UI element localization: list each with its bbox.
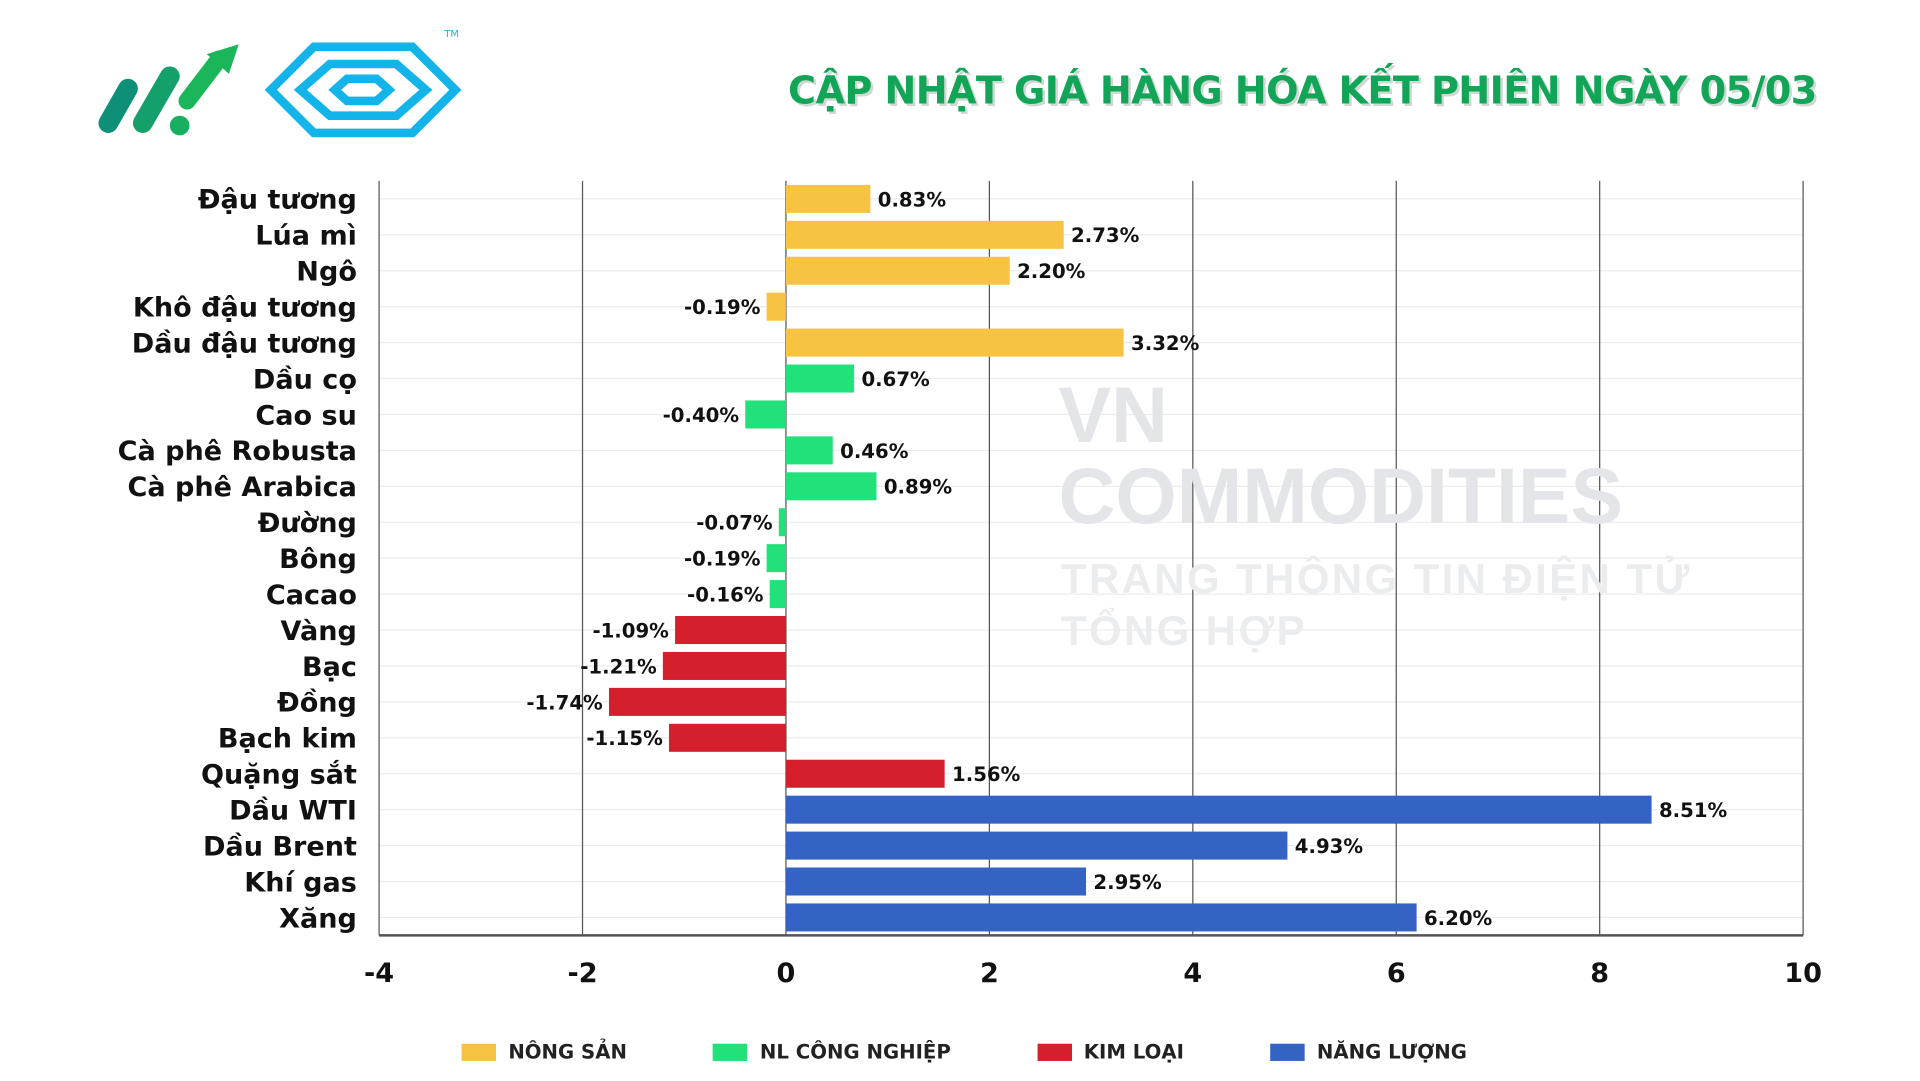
bar: [785, 831, 1288, 860]
data-label: 0.46%: [840, 440, 909, 463]
category-label: Đường: [258, 508, 357, 539]
category-label: Xăng: [279, 903, 357, 934]
data-label: -0.40%: [663, 404, 740, 427]
page-title: CẬP NHẬT GIÁ HÀNG HÓA KẾT PHIÊN NGÀY 05/…: [788, 68, 1817, 114]
category-label: Đậu tương: [198, 185, 357, 216]
data-label: 6.20%: [1424, 907, 1493, 930]
legend-item: NL CÔNG NGHIỆP: [713, 1040, 951, 1063]
logo-bars-icon: [98, 44, 239, 136]
data-label: -1.15%: [586, 727, 663, 750]
data-label: 0.89%: [884, 476, 953, 499]
logo-mark-icon: [264, 42, 462, 138]
category-label: Dầu WTI: [229, 796, 357, 827]
legend-swatch: [1270, 1043, 1305, 1061]
bar: [785, 795, 1652, 824]
bar: [785, 328, 1124, 357]
bar: [785, 903, 1417, 932]
data-label: 3.32%: [1131, 332, 1200, 355]
legend-label: NL CÔNG NGHIỆP: [759, 1040, 951, 1064]
data-label: -0.19%: [684, 548, 761, 571]
x-tick-label: 4: [1183, 958, 1202, 989]
logo: TM: [98, 29, 462, 138]
bar: [608, 687, 786, 716]
x-tick-label: 10: [1784, 958, 1822, 989]
bar: [766, 292, 786, 321]
bar: [785, 184, 871, 213]
legend-label: NÔNG SẢN: [508, 1040, 627, 1064]
legend-label: KIM LOẠI: [1083, 1040, 1184, 1064]
category-label: Cacao: [266, 580, 357, 611]
legend: NÔNG SẢN NL CÔNG NGHIỆP KIM LOẠI NĂNG LƯ…: [461, 1040, 1467, 1064]
trademark: TM: [443, 29, 458, 40]
bar: [785, 364, 855, 393]
data-label: -1.09%: [592, 619, 669, 642]
data-label: -1.74%: [526, 691, 603, 714]
category-label: Khí gas: [244, 867, 357, 898]
x-tick-label: 6: [1387, 958, 1406, 989]
data-label: -0.19%: [684, 296, 761, 319]
bar: [785, 256, 1010, 285]
bar: [769, 580, 786, 609]
x-tick-label: 2: [980, 958, 999, 989]
legend-swatch: [713, 1043, 748, 1061]
data-label: 2.73%: [1071, 224, 1140, 247]
bar: [675, 616, 786, 645]
x-tick-label: 8: [1590, 958, 1609, 989]
watermark-subtext: TRANG THÔNG TIN ĐIỆN TỬ TỔNG HỢP: [1060, 556, 1692, 655]
category-label: Cao su: [255, 400, 357, 431]
data-label: 0.83%: [878, 188, 947, 211]
bar: [785, 867, 1087, 896]
category-label: Lúa mì: [255, 221, 357, 252]
bar: [785, 759, 945, 788]
x-tick-label: -4: [364, 958, 394, 989]
category-label: Ngô: [296, 257, 357, 288]
data-label: -1.21%: [580, 655, 657, 678]
legend-item: NÔNG SẢN: [461, 1040, 627, 1064]
legend-item: NĂNG LƯỢNG: [1270, 1040, 1467, 1063]
data-label: 4.93%: [1295, 835, 1364, 858]
legend-swatch: [1036, 1043, 1072, 1061]
bar: [668, 723, 786, 752]
legend-swatch: [461, 1043, 497, 1061]
watermark-text: VN COMMODITIES: [1058, 370, 1624, 541]
bar: [662, 651, 786, 680]
bar: [745, 400, 786, 429]
category-label: Khô đậu tương: [133, 293, 357, 324]
data-label: 2.20%: [1017, 260, 1086, 283]
category-label: Cà phê Arabica: [127, 472, 356, 503]
data-label: -0.16%: [687, 583, 764, 606]
bar: [785, 436, 833, 465]
data-label: 2.95%: [1093, 871, 1162, 894]
category-label: Cà phê Robusta: [118, 436, 357, 467]
legend-label: NĂNG LƯỢNG: [1316, 1040, 1467, 1064]
data-label: 1.56%: [952, 763, 1021, 786]
category-label: Vàng: [281, 616, 357, 647]
bar: [766, 544, 786, 573]
category-label: Bông: [279, 544, 357, 575]
category-label: Dầu đậu tương: [132, 328, 357, 359]
category-label: Quặng sắt: [201, 759, 357, 791]
bar: [785, 472, 877, 501]
data-label: 8.51%: [1659, 799, 1728, 822]
legend-item: KIM LOẠI: [1036, 1040, 1184, 1064]
bar: [778, 508, 786, 537]
x-tick-label: -2: [567, 958, 597, 989]
data-label: 0.67%: [861, 368, 930, 391]
bar: [785, 220, 1064, 249]
x-tick-label: 0: [777, 958, 796, 989]
category-label: Dầu Brent: [203, 831, 357, 862]
category-label: Bạch kim: [218, 724, 357, 755]
data-label: -0.07%: [696, 512, 773, 535]
category-label: Dầu cọ: [253, 364, 357, 395]
category-label: Bạc: [302, 652, 357, 683]
category-label: Đồng: [277, 688, 357, 719]
